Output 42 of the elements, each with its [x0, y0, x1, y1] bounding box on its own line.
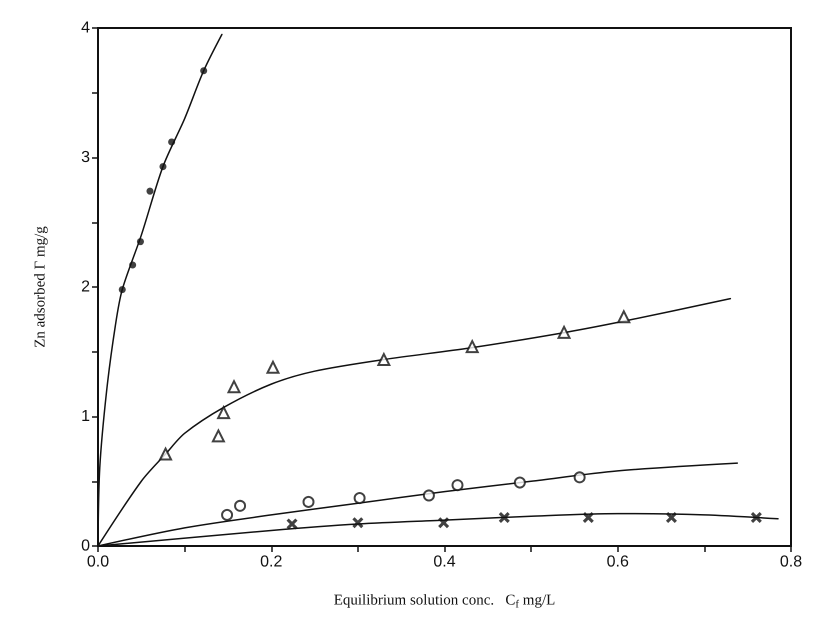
- x-tick-label: 0.0: [86, 554, 110, 570]
- point: [452, 479, 464, 492]
- point: [266, 360, 280, 374]
- point: [354, 492, 366, 504]
- x-tick-label: 0.4: [433, 554, 456, 570]
- point: [221, 508, 234, 521]
- x-tick-label: 0.8: [780, 554, 802, 570]
- point: [422, 489, 435, 502]
- point: [129, 261, 136, 268]
- point: [200, 67, 208, 74]
- point: [582, 512, 594, 524]
- y-axis-title: Zn adsorbed Γ mg/g: [32, 226, 48, 348]
- y-tick-label: 2: [81, 278, 90, 296]
- point: [286, 518, 298, 530]
- y-tick-label: 0: [81, 538, 90, 554]
- point: [377, 353, 390, 366]
- point: [438, 517, 450, 528]
- x-tick-label: 0.2: [260, 554, 282, 570]
- y-tick-label: 3: [81, 149, 90, 166]
- point: [498, 512, 510, 524]
- point: [136, 238, 144, 246]
- point: [466, 340, 479, 354]
- point: [159, 163, 166, 170]
- point: [666, 512, 677, 524]
- point: [234, 500, 246, 512]
- point: [146, 188, 154, 195]
- point: [159, 448, 172, 461]
- point: [212, 429, 225, 442]
- point: [514, 476, 526, 489]
- point: [302, 496, 314, 508]
- y-tick-label: 1: [81, 408, 90, 425]
- y-tick-label: 4: [81, 20, 90, 36]
- point: [558, 326, 571, 339]
- point: [118, 286, 126, 294]
- point: [217, 406, 230, 420]
- point: [750, 512, 762, 524]
- point: [228, 380, 240, 394]
- x-tick-label: 0.6: [606, 554, 629, 570]
- point: [617, 310, 630, 324]
- point: [574, 471, 586, 484]
- point: [168, 138, 176, 146]
- point: [352, 517, 364, 528]
